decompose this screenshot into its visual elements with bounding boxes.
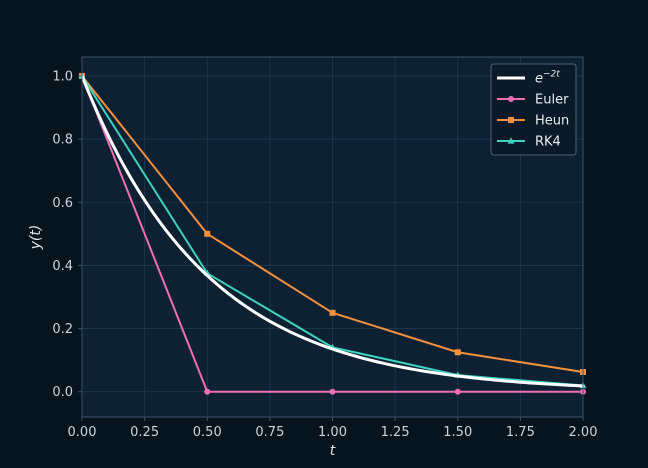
data-point: [204, 388, 211, 395]
y-tick-label: 0.2: [52, 322, 73, 337]
data-point: [454, 349, 461, 356]
legend-item-heun: Heun: [497, 114, 569, 129]
x-tick-label: 0.00: [68, 425, 97, 440]
series-layer: [78, 72, 587, 395]
x-tick-label: 2.00: [569, 425, 598, 440]
y-tick-label: 0.8: [52, 133, 73, 148]
x-tick-label: 1.25: [381, 425, 410, 440]
data-point: [329, 309, 336, 316]
y-tick-label: 0.4: [52, 259, 73, 274]
x-axis-label: t: [330, 443, 336, 459]
data-point: [204, 230, 211, 237]
data-point: [329, 388, 336, 395]
x-tick-label: 0.50: [193, 425, 222, 440]
legend-label: e−2t: [535, 70, 560, 87]
x-tick-label: 1.00: [318, 425, 347, 440]
legend-label: Euler: [535, 93, 569, 108]
legend-box: [490, 63, 577, 156]
legend: e−2t Euler Heun RK4: [490, 63, 577, 156]
y-tick-label: 0.6: [52, 196, 73, 211]
x-tick-label: 0.75: [255, 425, 284, 440]
legend-label: Heun: [535, 114, 569, 129]
legend-marker: [508, 96, 514, 102]
legend-marker: [507, 137, 515, 144]
legend-item-rk4: RK4: [497, 135, 561, 150]
legend-marker: [508, 117, 514, 123]
y-tick-label: 0.0: [52, 385, 73, 400]
y-tick-label: 1.0: [52, 69, 73, 84]
series-exact: [80, 74, 585, 388]
y-axis: 0.0 0.2 0.4 0.6 0.8 1.0: [52, 69, 82, 400]
grid: [81, 57, 584, 417]
y-axis-label: y(t): [28, 225, 44, 251]
x-axis: 0.00 0.25 0.50 0.75 1.00 1.25 1.50 1.75 2.00: [68, 417, 598, 440]
x-tick-label: 1.50: [443, 425, 472, 440]
data-point: [454, 388, 461, 395]
x-tick-label: 0.25: [130, 425, 159, 440]
x-tick-label: 1.75: [506, 425, 535, 440]
legend-item-euler: Euler: [497, 93, 569, 108]
legend-item-exact: e−2t: [497, 70, 560, 87]
legend-label: RK4: [535, 135, 561, 150]
series-line: [80, 74, 585, 388]
